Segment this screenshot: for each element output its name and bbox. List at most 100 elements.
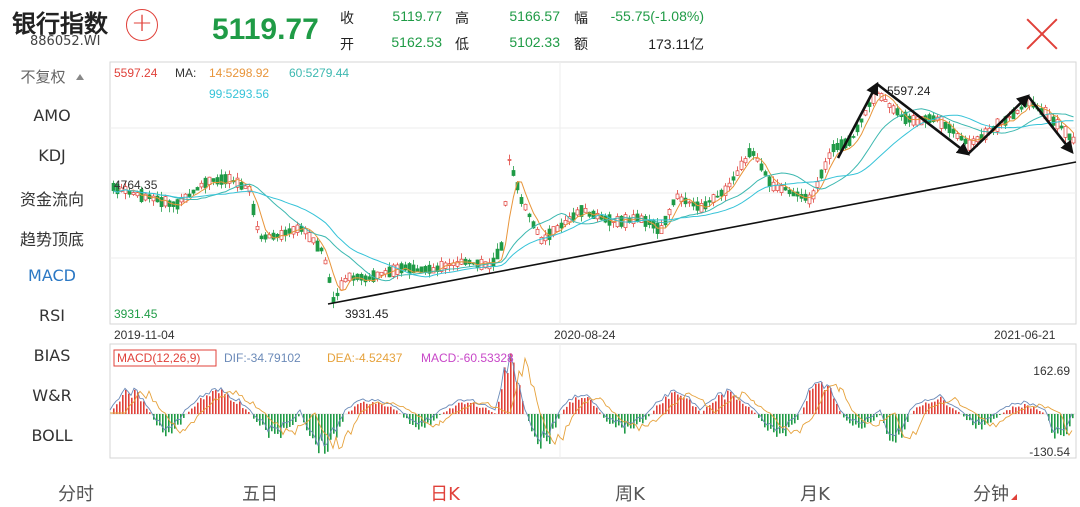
tab-intraday[interactable]: 分时	[58, 484, 94, 505]
macd-bar	[718, 395, 720, 414]
candle-body	[715, 195, 720, 198]
candle-body	[203, 177, 208, 189]
macd-bar	[360, 402, 362, 414]
candle-body	[327, 277, 332, 283]
sidebar-item-wr[interactable]: W&R	[32, 386, 72, 405]
sidebar-item-adjust[interactable]: 不复权	[0, 66, 104, 87]
macd-bar	[599, 412, 601, 414]
candle-body	[575, 209, 580, 216]
macd-bar	[721, 394, 723, 414]
macd-bar	[996, 414, 998, 418]
candle-body	[311, 237, 316, 244]
candle-body	[523, 203, 528, 211]
candle-body	[1063, 126, 1068, 138]
candle-body	[915, 116, 920, 126]
candle-body	[507, 159, 512, 161]
macd-bar	[412, 414, 414, 425]
ma14-label: 14:5298.92	[209, 66, 269, 80]
macd-bar	[674, 391, 676, 414]
macd-bar	[593, 405, 595, 414]
arrow-up-2	[967, 94, 1030, 155]
candle-body	[399, 263, 404, 274]
candle-body	[511, 170, 516, 176]
macd-bar	[695, 406, 697, 414]
macd-bar	[283, 414, 285, 428]
macd-bar	[934, 401, 936, 414]
macd-bar	[443, 412, 445, 414]
candle-body	[359, 273, 364, 281]
candle-body	[947, 123, 952, 134]
candle-body	[427, 264, 432, 274]
sidebar-item-amo[interactable]: AMO	[33, 106, 71, 125]
macd-bar	[645, 414, 647, 420]
macd-bar	[218, 393, 220, 414]
macd-bar	[584, 398, 586, 414]
macd-bar	[375, 403, 377, 414]
candle-body	[439, 260, 444, 272]
candle-body	[307, 232, 312, 243]
candle-body	[323, 259, 328, 265]
macd-bar	[615, 414, 617, 428]
sidebar-item-kdj[interactable]: KDJ	[38, 146, 66, 165]
macd-bar	[1063, 414, 1065, 437]
sidebar-item-macd[interactable]: MACD	[28, 266, 76, 285]
macd-bar	[183, 414, 185, 418]
candle-body	[347, 272, 352, 282]
macd-bar	[1036, 409, 1038, 414]
macd-bar	[421, 414, 423, 427]
macd-bar	[403, 414, 405, 418]
candle-body	[263, 234, 268, 240]
macd-bar	[180, 414, 182, 425]
macd-bar	[491, 411, 493, 414]
tab-daily-k[interactable]: 日K	[430, 484, 460, 505]
macd-bar	[931, 402, 933, 414]
macd-bar	[519, 385, 521, 414]
candle-body	[751, 151, 756, 156]
last-price: 5119.77	[212, 13, 319, 46]
sidebar-item-trend[interactable]: 趋势顶底	[19, 230, 84, 249]
macd-bar	[966, 414, 968, 421]
candle-body	[699, 203, 704, 213]
sidebar-item-bias[interactable]: BIAS	[33, 346, 71, 365]
macd-bar	[312, 414, 314, 439]
macd-bar	[742, 403, 744, 414]
sidebar-item-boll[interactable]: BOLL	[31, 426, 73, 445]
macd-bar	[1051, 414, 1053, 433]
macd-bar	[390, 406, 392, 414]
tab-monthly-k[interactable]: 月K	[800, 484, 830, 505]
macd-bar	[537, 414, 539, 445]
add-watchlist-button[interactable]: +	[126, 9, 158, 41]
macd-bar	[1027, 405, 1029, 414]
candle-body	[455, 261, 460, 267]
macd-bar	[336, 414, 338, 438]
trend-line	[327, 161, 1077, 305]
tab-minute[interactable]: 分钟	[955, 480, 1035, 506]
macd-bar	[455, 405, 457, 414]
sidebar-item-fund-flow[interactable]: 资金流向	[19, 190, 84, 209]
macd-bar	[839, 411, 841, 414]
candle-body	[159, 197, 164, 208]
macd-bar	[833, 398, 835, 414]
macd-bar	[1015, 407, 1017, 414]
candle-body	[187, 193, 192, 198]
candle-body	[135, 192, 140, 197]
candle-body	[519, 197, 524, 204]
sidebar-item-rsi[interactable]: RSI	[39, 306, 65, 325]
macd-bar	[683, 397, 685, 414]
macd-bar	[262, 414, 264, 425]
tab-weekly-k[interactable]: 周K	[615, 484, 645, 505]
macd-bar	[794, 414, 796, 424]
candle-body	[191, 189, 196, 194]
turnover-label: 额	[574, 37, 588, 53]
macd-bar	[159, 414, 161, 426]
candle-body	[251, 203, 256, 216]
macd-bar	[612, 414, 614, 424]
macd-bar	[146, 408, 148, 414]
candle-body	[291, 226, 296, 235]
macd-bar	[873, 414, 875, 421]
tab-five-day[interactable]: 五日	[242, 484, 278, 505]
candle-body	[927, 114, 932, 123]
macd-bar	[659, 404, 661, 414]
candle-body	[875, 91, 880, 95]
kline-chart[interactable]: 5597.24 MA: 14:5298.92 60:5279.44 99:529…	[0, 0, 1080, 470]
